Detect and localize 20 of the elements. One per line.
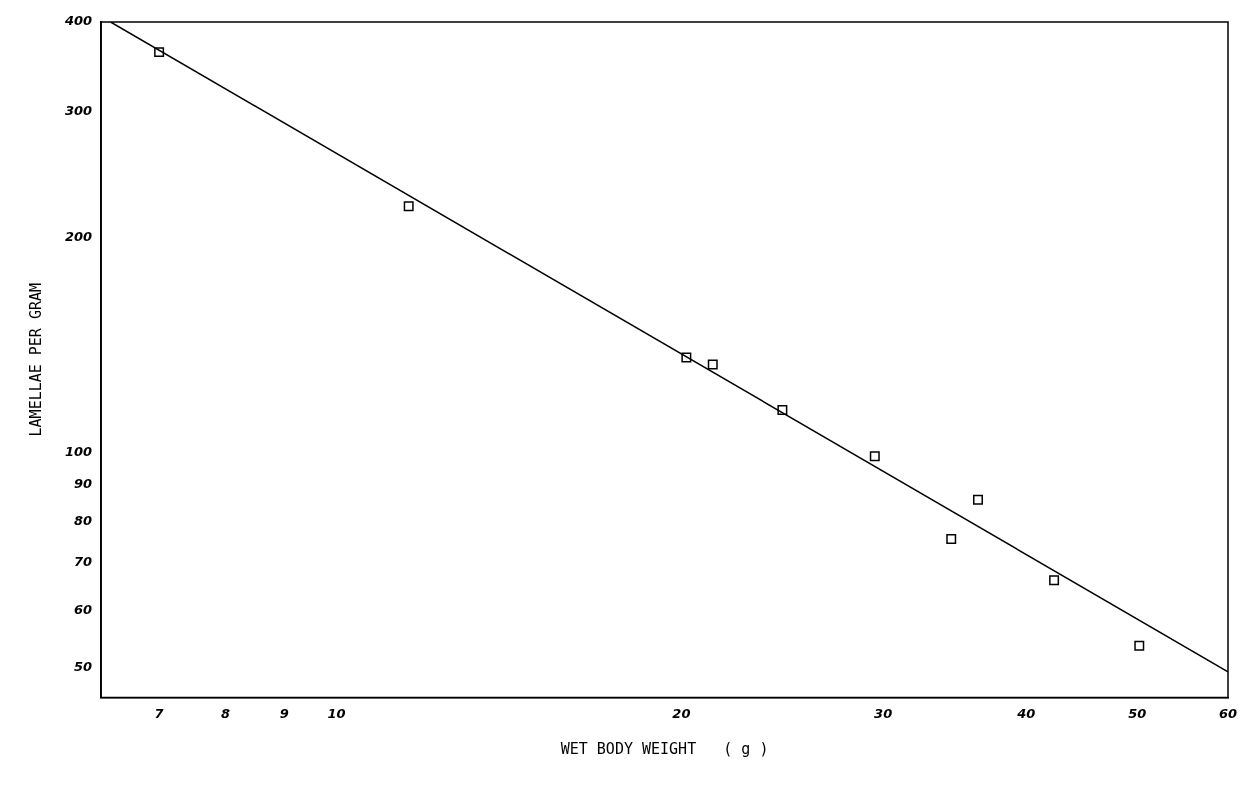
y-tick-label: 200 <box>65 228 93 244</box>
x-tick-label: 50 <box>1128 705 1147 721</box>
y-tick-label: 300 <box>65 102 93 118</box>
x-tick-label: 10 <box>327 705 346 721</box>
y-tick-label: 50 <box>74 658 93 674</box>
y-tick-label: 100 <box>65 443 93 459</box>
y-tick-label: 70 <box>74 554 93 570</box>
x-tick-label: 30 <box>874 705 893 721</box>
x-tick-label: 9 <box>279 705 289 721</box>
y-tick-label: 400 <box>64 13 93 29</box>
x-axis-title: WET BODY WEIGHT ( g ) <box>560 739 769 758</box>
y-axis-title: LAMELLAE PER GRAM <box>26 282 45 437</box>
x-tick-label: 60 <box>1218 705 1238 721</box>
y-tick-label: 60 <box>74 602 93 618</box>
x-tick-label: 20 <box>672 705 691 721</box>
x-tick-label: 7 <box>154 705 165 721</box>
x-tick-label: 40 <box>1016 705 1036 721</box>
y-tick-label: 90 <box>74 476 93 492</box>
x-tick-label: 8 <box>221 705 231 721</box>
y-tick-label: 80 <box>74 512 93 528</box>
